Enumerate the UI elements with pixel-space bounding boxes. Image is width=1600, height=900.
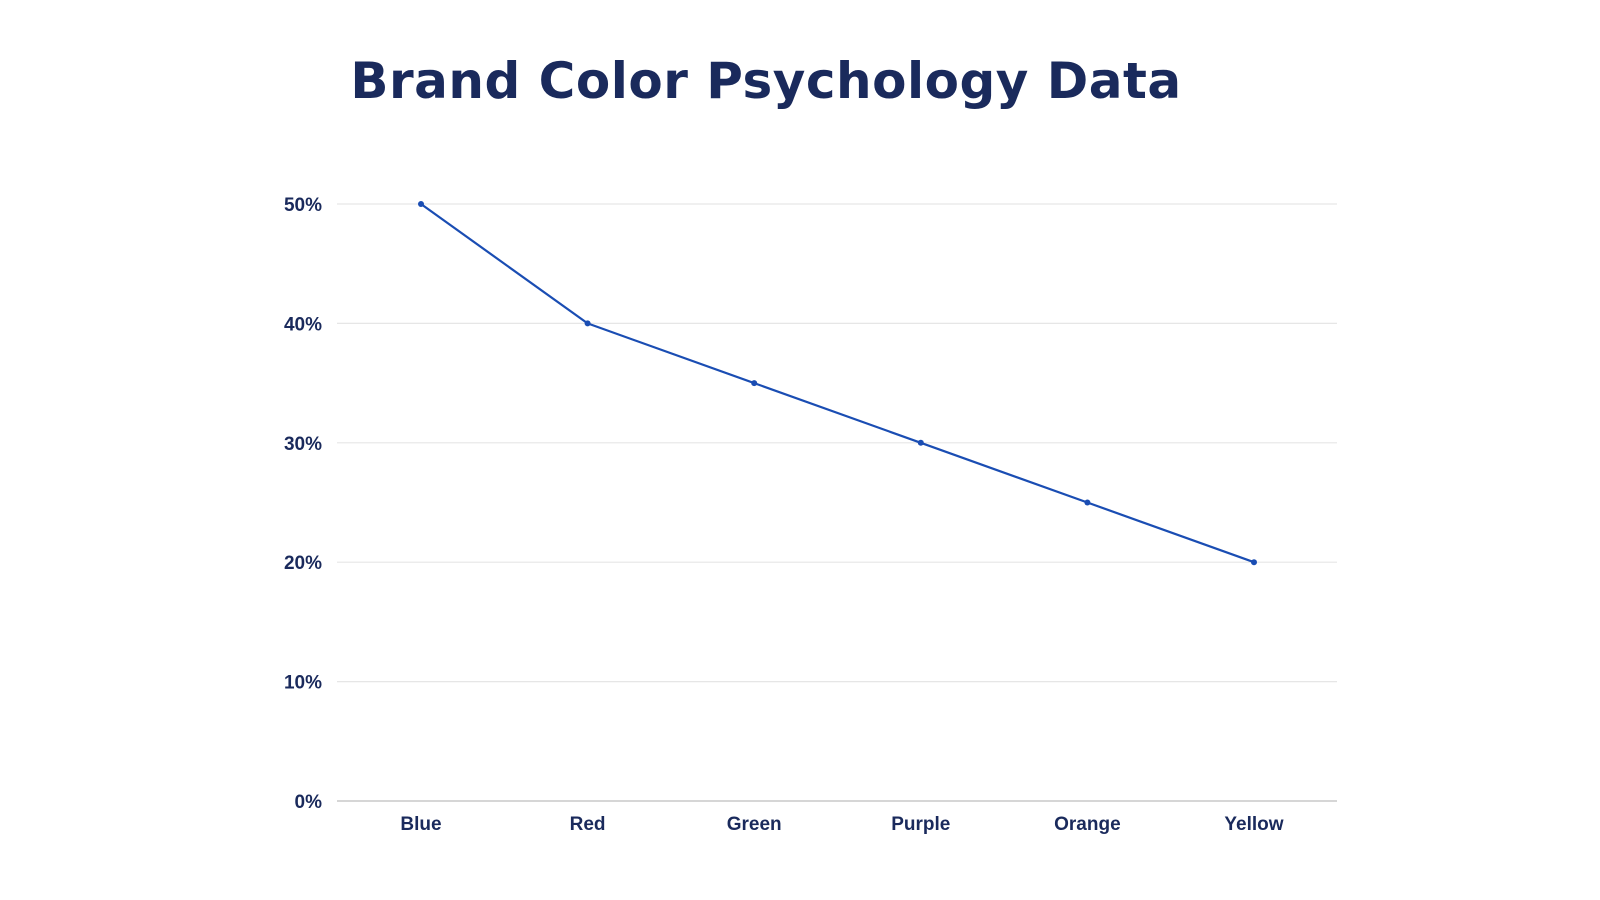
x-tick-label: Yellow: [1224, 814, 1283, 835]
data-point: [418, 201, 424, 207]
x-tick-label: Green: [727, 814, 782, 835]
x-tick-label: Blue: [400, 814, 441, 835]
x-tick-label: Orange: [1054, 814, 1121, 835]
data-point: [917, 439, 924, 446]
data-point: [1084, 499, 1091, 506]
series: [418, 201, 1257, 566]
series-line: [419, 202, 1256, 564]
y-tick-label: 10%: [284, 673, 322, 694]
data-point: [584, 320, 591, 327]
x-tick-labels: Blue Red Green Purple Orange Yellow: [400, 814, 1283, 835]
y-tick-labels: 0% 10% 20% 30% 40% 50%: [284, 195, 322, 813]
y-tick-label: 50%: [284, 195, 322, 216]
x-tick-label: Purple: [891, 814, 950, 835]
y-tick-label: 40%: [284, 314, 322, 335]
y-tick-label: 0%: [295, 792, 323, 813]
y-tick-label: 20%: [284, 553, 322, 574]
y-tick-label: 30%: [284, 434, 322, 455]
x-tick-label: Red: [570, 814, 606, 835]
data-point: [1251, 559, 1257, 566]
gridlines: [337, 203, 1337, 683]
data-point: [751, 380, 758, 387]
chart-title: Brand Color Psychology Data: [350, 52, 1182, 110]
